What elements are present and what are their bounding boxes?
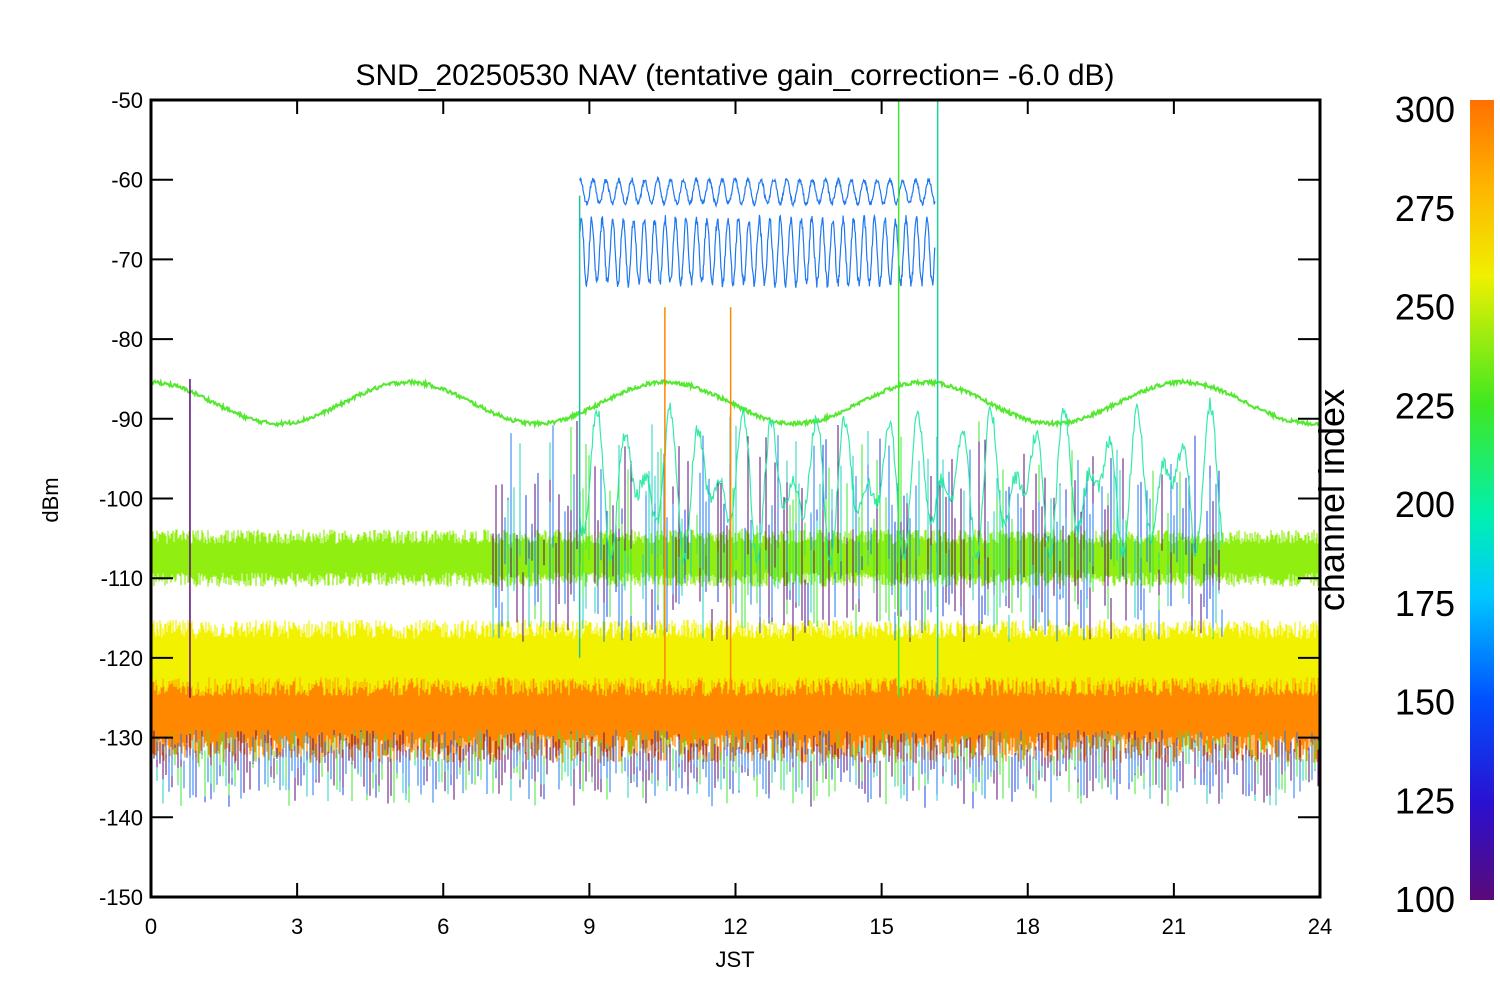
x-tick-label: 6 bbox=[437, 914, 449, 939]
y-tick-label: -100 bbox=[99, 487, 143, 512]
series-line-150 bbox=[578, 175, 936, 658]
colorbar-tick-label: 275 bbox=[1395, 188, 1455, 229]
x-tick-label: 18 bbox=[1016, 914, 1040, 939]
y-tick-label: -110 bbox=[101, 566, 143, 591]
colorbar-tick-label: 200 bbox=[1395, 484, 1455, 525]
x-tick-label: 3 bbox=[291, 914, 303, 939]
y-tick-label: -120 bbox=[99, 646, 143, 671]
oscillation-lower bbox=[579, 213, 936, 288]
x-tick-label: 9 bbox=[583, 914, 595, 939]
colorbar-tick-label: 125 bbox=[1395, 780, 1455, 821]
colorbar-tick-label: 300 bbox=[1395, 89, 1455, 130]
y-tick-label: -60 bbox=[111, 168, 143, 193]
colorbar-tick-label: 225 bbox=[1395, 385, 1455, 426]
data-lines bbox=[151, 100, 1320, 698]
y-tick-label: -150 bbox=[99, 885, 143, 910]
x-tick-label: 15 bbox=[869, 914, 893, 939]
x-tick-label: 12 bbox=[723, 914, 747, 939]
spike-path bbox=[156, 425, 1313, 807]
x-tick-label: 0 bbox=[145, 914, 157, 939]
chart-title: SND_20250530 NAV (tentative gain_correct… bbox=[355, 59, 1114, 92]
colorbar-gradient bbox=[1470, 100, 1494, 900]
band-path bbox=[151, 648, 1320, 764]
colorbar: 100 125 150 175 200 225 250 275 300 channel inde… bbox=[1311, 89, 1494, 920]
band-path bbox=[151, 619, 1320, 697]
y-axis: -50 -60 -70 -80 -90 -100 -110 -120 -130 -140 -150 bbox=[99, 88, 1320, 910]
colorbar-tick-label: 250 bbox=[1395, 287, 1455, 328]
y-tick-label: -130 bbox=[99, 726, 143, 751]
y-tick-label: -70 bbox=[111, 247, 143, 272]
series-line-235 bbox=[151, 377, 1320, 429]
colorbar-title: channel index bbox=[1311, 389, 1352, 611]
series-band-290 bbox=[151, 648, 1320, 764]
x-tick-label: 21 bbox=[1162, 914, 1186, 939]
y-tick-label: -50 bbox=[111, 88, 143, 113]
x-axis: 0 3 6 9 12 15 18 21 24 bbox=[145, 100, 1332, 939]
y-tick-label: -90 bbox=[111, 407, 143, 432]
oscillation-upper bbox=[579, 175, 936, 209]
y-tick-label: -80 bbox=[111, 327, 143, 352]
y-axis-label: dBm bbox=[38, 477, 63, 522]
y-tick-label: -140 bbox=[99, 805, 143, 830]
colorbar-tick-label: 100 bbox=[1395, 879, 1455, 920]
tall-spikes bbox=[189, 100, 939, 698]
data-bands bbox=[151, 416, 1320, 809]
colorbar-tick-label: 175 bbox=[1395, 583, 1455, 624]
series-band-270 bbox=[151, 619, 1320, 697]
x-axis-label: JST bbox=[715, 947, 754, 972]
noise-spikes bbox=[151, 416, 1319, 809]
x-tick-label: 24 bbox=[1308, 914, 1332, 939]
series-line-205 bbox=[579, 397, 1224, 565]
plot-area bbox=[151, 100, 1320, 809]
colorbar-tick-label: 150 bbox=[1395, 682, 1455, 723]
colorbar-ticks: 100 125 150 175 200 225 250 275 300 bbox=[1395, 89, 1455, 920]
